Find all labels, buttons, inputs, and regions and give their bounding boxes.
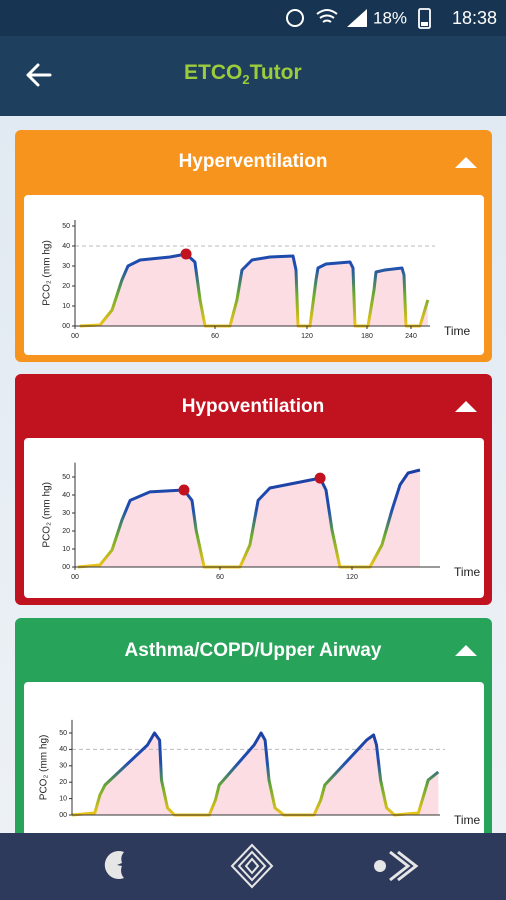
- y-tick-label: 50: [62, 223, 70, 230]
- y-tick-label: 00: [62, 564, 70, 571]
- waveform-line: [79, 252, 430, 328]
- y-axis-label: PCO₂ (mm hg): [42, 482, 53, 548]
- y-tick-label: 20: [59, 779, 67, 786]
- status-bar: [0, 0, 506, 36]
- x-tick-label: 00: [71, 574, 79, 581]
- bottom-nav: [0, 833, 506, 900]
- marker-dot: [178, 484, 190, 496]
- y-tick-label: 30: [62, 263, 70, 270]
- x-axis-label: Time: [444, 324, 471, 338]
- y-tick-label: 40: [62, 243, 70, 250]
- y-tick-label: 30: [59, 763, 67, 770]
- card-title: Hyperventilation: [179, 151, 328, 172]
- y-tick-label: 00: [59, 812, 67, 819]
- app-title-main: ETCO: [184, 61, 242, 84]
- x-axis-label: Time: [454, 813, 481, 827]
- x-axis-label: Time: [454, 565, 481, 579]
- card-title: Hypoventilation: [182, 396, 325, 417]
- collapse-toggle[interactable]: [455, 157, 477, 168]
- y-axis-label: PCO₂ (mm hg): [42, 240, 53, 306]
- collapse-toggle[interactable]: [455, 401, 477, 412]
- wifi-icon: [316, 9, 338, 23]
- y-tick-label: 30: [62, 510, 70, 517]
- nav-icon-3[interactable]: [374, 850, 419, 882]
- app-title: ETCO2Tutor: [184, 61, 302, 88]
- clock: 18:38: [452, 8, 497, 28]
- waveform-line: [71, 731, 440, 817]
- x-tick-label: 60: [216, 574, 224, 581]
- marker-dot: [314, 472, 326, 484]
- y-tick-label: 20: [62, 283, 70, 290]
- y-tick-label: 50: [59, 730, 67, 737]
- battery-icon: [418, 8, 431, 29]
- card-list: Hyperventilation 00 10 20 30 40 50 00 60 120 180 24…: [15, 130, 492, 900]
- x-tick-label: 180: [361, 333, 373, 340]
- card-title: Asthma/COPD/Upper Airway: [125, 640, 382, 661]
- x-tick-label: 120: [301, 333, 313, 340]
- back-button[interactable]: [26, 63, 52, 87]
- y-tick-label: 40: [62, 492, 70, 499]
- y-tick-label: 10: [62, 303, 70, 310]
- nav-icon-1[interactable]: [104, 851, 124, 880]
- y-tick-label: 40: [59, 746, 67, 753]
- app-bar: [0, 36, 506, 116]
- alarm-icon: [286, 9, 304, 27]
- waveform-line: [77, 468, 421, 569]
- marker-dot: [180, 248, 192, 260]
- y-tick-label: 00: [62, 323, 70, 330]
- y-tick-label: 50: [62, 474, 70, 481]
- app-title-sub: 2: [242, 72, 249, 87]
- battery-text: 18%: [373, 8, 407, 27]
- y-axis-label: PCO₂ (mm hg): [39, 735, 50, 801]
- x-tick-label: 240: [405, 333, 417, 340]
- x-tick-label: 00: [71, 333, 79, 340]
- x-tick-label: 60: [211, 333, 219, 340]
- battery-level: [421, 22, 428, 26]
- y-tick-label: 10: [62, 546, 70, 553]
- y-tick-label: 20: [62, 528, 70, 535]
- app-title-rest: Tutor: [250, 61, 302, 84]
- collapse-toggle[interactable]: [455, 645, 477, 656]
- waveform-area: [79, 254, 428, 326]
- x-tick-label: 120: [346, 574, 358, 581]
- signal-icon: [347, 9, 367, 27]
- nav-icon-2[interactable]: [230, 843, 274, 889]
- y-tick-label: 10: [59, 795, 67, 802]
